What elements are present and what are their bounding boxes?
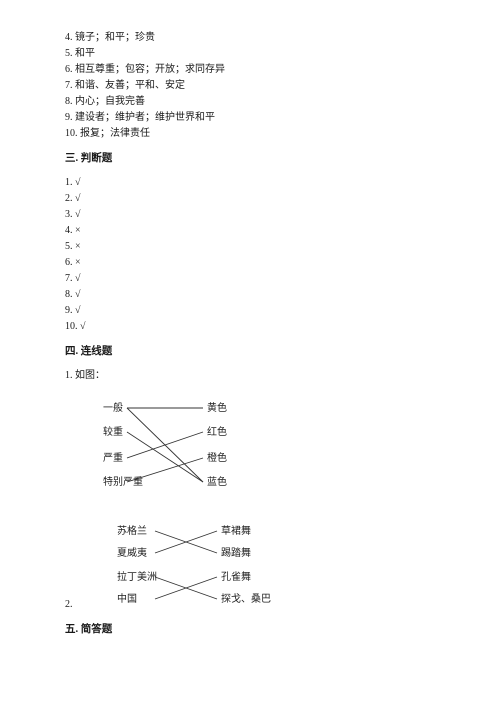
section-heading-judge: 三. 判断题 (65, 151, 435, 167)
fill-in-answers: 4. 镜子；和平；珍贵 5. 和平 6. 相互尊重；包容；开放；求同存异 7. … (65, 30, 435, 141)
svg-text:踢踏舞: 踢踏舞 (221, 546, 251, 559)
fill-item: 8. 内心；自我完善 (65, 94, 435, 109)
judge-item: 1. √ (65, 175, 435, 190)
svg-text:拉丁美洲: 拉丁美洲 (117, 570, 157, 583)
matching-number: 2. (65, 597, 73, 612)
svg-text:红色: 红色 (207, 425, 227, 438)
fill-item: 9. 建设者；维护者；维护世界和平 (65, 110, 435, 125)
section-heading-shortanswer: 五. 简答题 (65, 622, 435, 638)
judge-item: 8. √ (65, 287, 435, 302)
svg-text:严重: 严重 (103, 451, 123, 464)
svg-text:夏威夷: 夏威夷 (117, 546, 147, 559)
section-heading-matching: 四. 连线题 (65, 344, 435, 360)
fill-item: 5. 和平 (65, 46, 435, 61)
matching-diagram-1: 一般较重严重特别严重 黄色红色橙色蓝色 (65, 393, 435, 498)
judge-answers: 1. √ 2. √ 3. √ 4. × 5. × 6. × 7. √ 8. √ … (65, 175, 435, 334)
svg-text:特别严重: 特别严重 (103, 475, 143, 488)
svg-text:草裙舞: 草裙舞 (221, 524, 251, 537)
page-root: 4. 镜子；和平；珍贵 5. 和平 6. 相互尊重；包容；开放；求同存异 7. … (0, 0, 500, 665)
svg-text:一般: 一般 (103, 401, 123, 414)
matching-diagram-2-row: 2. 苏格兰夏威夷拉丁美洲中国 草裙舞踢踏舞孔雀舞探戈、桑巴 (65, 520, 435, 612)
matching-label: 1. 如图： (65, 368, 435, 383)
fill-item: 7. 和谐、友善；平和、安定 (65, 78, 435, 93)
fill-item: 6. 相互尊重；包容；开放；求同存异 (65, 62, 435, 77)
svg-text:探戈、桑巴: 探戈、桑巴 (221, 592, 271, 605)
judge-item: 7. √ (65, 271, 435, 286)
judge-item: 2. √ (65, 191, 435, 206)
fill-item: 4. 镜子；和平；珍贵 (65, 30, 435, 45)
matching-block-1: 1. 如图： 一般较重严重特别严重 黄色红色橙色蓝色 (65, 368, 435, 498)
judge-item: 6. × (65, 255, 435, 270)
svg-text:苏格兰: 苏格兰 (117, 524, 147, 537)
svg-text:橙色: 橙色 (207, 451, 227, 464)
svg-text:孔雀舞: 孔雀舞 (221, 571, 251, 583)
svg-text:黄色: 黄色 (207, 401, 227, 414)
svg-text:蓝色: 蓝色 (207, 475, 227, 488)
judge-item: 5. × (65, 239, 435, 254)
matching-block-2: 2. 苏格兰夏威夷拉丁美洲中国 草裙舞踢踏舞孔雀舞探戈、桑巴 (65, 520, 435, 612)
judge-item: 4. × (65, 223, 435, 238)
svg-text:较重: 较重 (103, 425, 123, 438)
judge-item: 10. √ (65, 319, 435, 334)
judge-item: 9. √ (65, 303, 435, 318)
svg-text:中国: 中国 (117, 592, 137, 605)
fill-item: 10. 报复；法律责任 (65, 126, 435, 141)
judge-item: 3. √ (65, 207, 435, 222)
